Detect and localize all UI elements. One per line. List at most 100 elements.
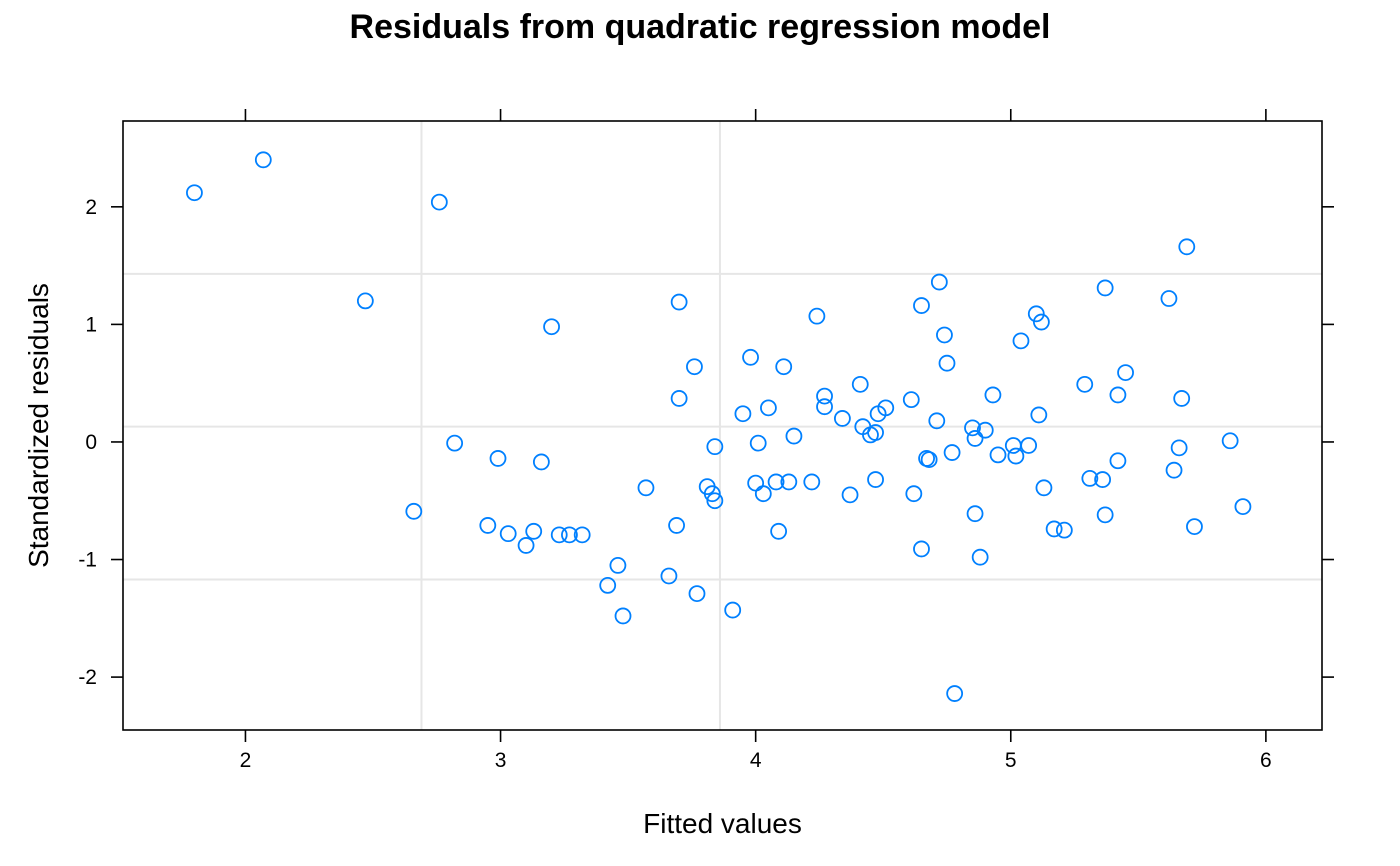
data-point xyxy=(525,522,543,540)
data-point xyxy=(966,430,984,447)
data-point xyxy=(599,576,617,594)
data-point xyxy=(938,354,956,372)
data-point xyxy=(1109,386,1127,404)
data-point xyxy=(670,390,688,407)
x-tick-label: 5 xyxy=(1005,749,1017,772)
data-point xyxy=(877,399,895,417)
data-point xyxy=(405,502,423,520)
data-point xyxy=(928,412,946,430)
data-point xyxy=(1030,406,1048,424)
data-point xyxy=(686,358,703,376)
data-point xyxy=(1076,375,1094,393)
y-tick-label: 2 xyxy=(85,196,97,219)
y-tick-label: -1 xyxy=(78,549,97,572)
data-point xyxy=(1035,479,1053,497)
data-point xyxy=(1178,238,1196,256)
x-axis-label: Fitted values xyxy=(643,808,802,839)
data-point xyxy=(1170,439,1188,457)
chart-title: Residuals from quadratic regression mode… xyxy=(349,8,1051,46)
x-tick-label: 3 xyxy=(495,749,507,772)
data-point xyxy=(706,492,724,510)
data-point xyxy=(966,505,984,523)
data-point xyxy=(946,685,964,702)
x-tick-label: 4 xyxy=(750,749,762,772)
data-point xyxy=(754,485,772,503)
data-point xyxy=(1081,470,1099,487)
data-point xyxy=(254,151,272,169)
data-point xyxy=(1032,313,1050,331)
data-point xyxy=(976,421,994,439)
data-point xyxy=(1012,332,1030,350)
data-point xyxy=(1055,521,1073,539)
data-point xyxy=(867,424,884,441)
data-point xyxy=(446,434,464,452)
data-point xyxy=(913,540,930,558)
data-point xyxy=(905,485,923,503)
data-point xyxy=(668,517,685,534)
data-point xyxy=(1109,452,1127,470)
data-point xyxy=(808,307,826,325)
data-point xyxy=(747,474,765,492)
data-point xyxy=(841,486,859,504)
data-point xyxy=(186,184,203,202)
data-point xyxy=(1117,364,1134,381)
data-point xyxy=(742,348,759,366)
data-point xyxy=(920,451,938,468)
data-point xyxy=(760,399,777,417)
data-point xyxy=(943,444,961,461)
data-point xyxy=(1004,437,1022,454)
data-point xyxy=(1007,447,1025,465)
data-point xyxy=(609,557,627,574)
data-point xyxy=(614,607,632,625)
data-point xyxy=(1160,290,1178,307)
data-point xyxy=(660,567,678,585)
data-point xyxy=(1221,432,1239,450)
data-point xyxy=(936,326,953,344)
reference-lines xyxy=(123,121,1322,730)
data-point xyxy=(706,438,724,456)
data-point xyxy=(851,375,869,393)
data-point xyxy=(517,537,535,554)
data-point xyxy=(532,453,550,471)
data-point xyxy=(489,450,507,467)
data-point xyxy=(1186,518,1203,536)
data-point xyxy=(989,446,1007,464)
data-point xyxy=(964,419,981,437)
data-point xyxy=(543,318,560,336)
y-tick-label: -2 xyxy=(78,666,97,689)
data-point xyxy=(1165,461,1183,479)
axis-ticks: 2 3 4 5 6 -2 -1 0 1 2 xyxy=(78,109,1334,772)
data-point xyxy=(1096,506,1114,524)
data-point xyxy=(637,479,655,497)
data-point xyxy=(775,358,793,376)
data-point xyxy=(803,473,821,491)
data-point xyxy=(770,522,788,540)
data-point xyxy=(499,525,517,543)
y-axis-label: Standardized residuals xyxy=(23,283,54,568)
data-point xyxy=(561,526,578,544)
y-tick-label: 1 xyxy=(85,313,97,336)
data-point xyxy=(984,386,1002,404)
data-point xyxy=(1045,520,1063,538)
plot-frame xyxy=(122,120,1323,731)
data-point xyxy=(816,387,833,405)
data-point xyxy=(1027,305,1045,323)
data-point xyxy=(550,526,568,544)
data-point xyxy=(1020,437,1038,454)
data-point xyxy=(834,410,851,427)
data-point xyxy=(670,293,688,311)
data-point xyxy=(902,391,920,409)
data-point xyxy=(573,526,591,544)
data-point xyxy=(724,601,742,619)
data-point xyxy=(1234,498,1252,516)
data-point xyxy=(867,471,884,488)
data-point xyxy=(780,473,798,491)
data-point xyxy=(785,427,803,445)
x-tick-label: 6 xyxy=(1260,749,1272,772)
data-point xyxy=(1096,279,1114,297)
data-point xyxy=(913,297,930,314)
data-point xyxy=(703,485,721,503)
data-point xyxy=(1173,390,1191,407)
data-point xyxy=(767,473,785,491)
